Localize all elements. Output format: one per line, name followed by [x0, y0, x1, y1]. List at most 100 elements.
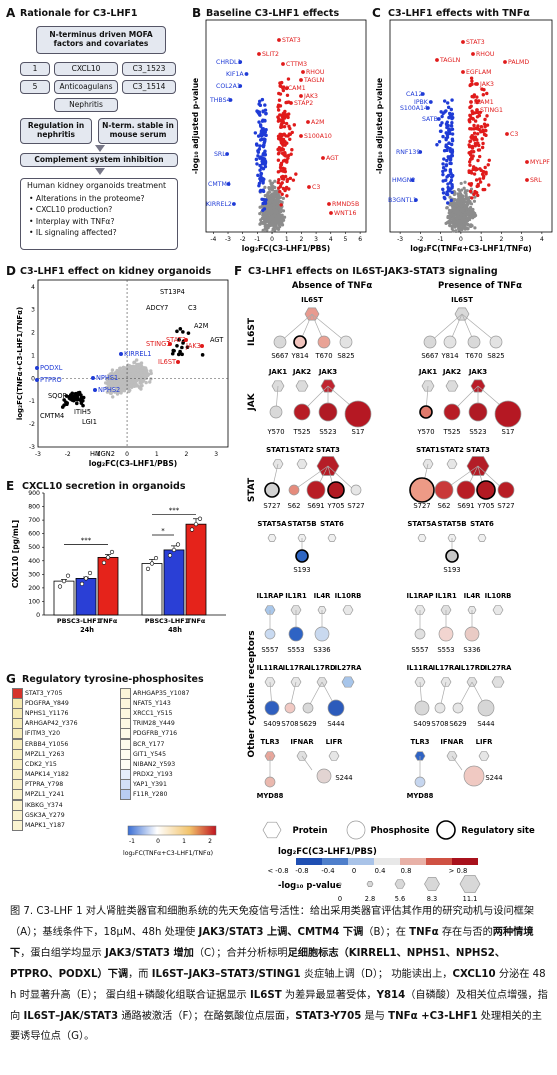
caption-part: （自磷酸）及相关位点增强，指向 — [10, 989, 548, 1022]
phosphosite-node — [434, 480, 454, 500]
grey-point — [268, 194, 272, 198]
g-left-list: STAT3_Y705 PDGFRA_Y849 NPHS1_Y1176 ARHGAP42… — [12, 687, 78, 832]
black-point — [68, 393, 73, 397]
grey-point — [268, 179, 272, 183]
label-point — [35, 366, 39, 370]
x-tick-label: -4 — [210, 236, 216, 243]
grey-point — [121, 384, 125, 389]
phosphosite-label: GIT1_Y545 — [133, 750, 167, 758]
blue-gene-label: IPBK — [414, 99, 429, 106]
blue-point — [263, 128, 267, 133]
label-point — [299, 134, 303, 138]
grey-point — [272, 208, 276, 213]
protein-name: IL4R — [464, 592, 482, 600]
label-point — [329, 211, 333, 215]
complement-box: Complement system inhibition — [20, 153, 178, 167]
phosphosite-row: STAT3_Y705 — [12, 687, 78, 699]
caption-part: 是与 — [361, 1010, 389, 1022]
phosphosite-label: MAPK1_Y187 — [25, 822, 65, 830]
blue-point — [447, 111, 452, 116]
red-point — [480, 145, 485, 150]
label-point — [469, 100, 473, 104]
caption-bold: CXCL10 — [452, 968, 496, 980]
red-point — [276, 108, 281, 112]
phosphosite-node — [264, 628, 276, 640]
caption-part: 分泌在 48 h 时显著升高（E）； 蛋白组+磷酸化组联合证据显示 — [10, 968, 546, 1001]
red-point — [481, 141, 485, 146]
blue-point — [450, 142, 454, 147]
black-point — [81, 398, 85, 403]
phosphosite-node — [494, 400, 522, 428]
panel-e-label: E — [6, 479, 15, 493]
blue-point — [450, 149, 455, 154]
black-gene-label: CMTM4 — [40, 412, 64, 420]
caption-part: 存在与否的 — [438, 926, 493, 938]
sig-label: *** — [169, 507, 180, 515]
grey-point — [268, 197, 272, 201]
red-point — [287, 132, 292, 136]
black-point — [74, 401, 79, 406]
blue-point — [447, 141, 451, 145]
phosphosite-label: STAT3_Y705 — [25, 689, 63, 697]
blue-point — [253, 131, 258, 135]
red-point — [476, 184, 480, 188]
red-gene-label: JAK3 — [479, 81, 494, 88]
red-point — [470, 79, 474, 83]
protein-name: IFNAR — [440, 738, 464, 746]
g-legend-tick: 2 — [208, 838, 212, 845]
red-point — [276, 180, 280, 185]
grey-point — [132, 384, 137, 388]
panel-d-label: D — [6, 264, 16, 278]
phosphosite-node — [467, 335, 481, 349]
protein-node — [478, 751, 490, 761]
grey-point — [459, 226, 463, 231]
caption-bold: STAT3-Y705 — [295, 1010, 362, 1022]
grey-point — [280, 200, 284, 204]
site-label: S193 — [443, 566, 460, 574]
grey-point — [109, 391, 113, 395]
caption-part: ，蛋白组学均显示 — [20, 947, 105, 959]
red-point — [477, 113, 482, 118]
red-point — [472, 131, 477, 135]
y-tick-label: 300 — [28, 571, 40, 578]
replicate-point — [175, 542, 181, 547]
red-gene-label: ICAM1 — [474, 99, 494, 106]
blue-point — [444, 131, 448, 135]
phosphosite-node — [284, 702, 296, 714]
protein-name: STAT6 — [470, 520, 494, 528]
blue-point — [445, 148, 449, 153]
label-point — [176, 360, 180, 364]
label-point — [327, 202, 331, 206]
red-point — [282, 116, 287, 120]
bar — [75, 578, 97, 616]
grey-point — [143, 376, 147, 381]
phosphosite-label: NIBAN2_Y593 — [133, 760, 176, 768]
phosphosite-node — [316, 768, 332, 784]
phosphosite-node — [476, 480, 496, 500]
phosphosite-label: F11R_Y280 — [133, 791, 168, 799]
site-label: S336 — [463, 646, 480, 654]
blue-point — [256, 149, 260, 153]
phosphosite-node — [327, 481, 345, 499]
red-point — [288, 137, 292, 141]
blue-gene-label: CHRDL1 — [216, 59, 241, 66]
replicate-point — [153, 555, 159, 561]
blue-point — [449, 171, 453, 176]
grey-point — [266, 194, 270, 198]
grey-point — [128, 383, 133, 388]
blue-point — [444, 109, 448, 113]
caption-bold: TNFα — [409, 926, 439, 938]
black-point — [178, 351, 182, 356]
grey-point — [142, 368, 147, 373]
blue-gene-label: NPHS2 — [98, 386, 120, 394]
g-legend-tick: 0 — [156, 838, 160, 845]
blue-point — [441, 172, 445, 177]
legend-reg: Regulatory site — [461, 826, 535, 836]
label-point — [184, 338, 188, 342]
blue-point — [447, 115, 451, 120]
phosphosite-row: ARHGAP42_Y376 — [12, 718, 78, 730]
red-point — [477, 148, 482, 152]
red-point — [472, 93, 477, 97]
grey-point — [274, 205, 278, 209]
grey-point — [463, 180, 467, 184]
